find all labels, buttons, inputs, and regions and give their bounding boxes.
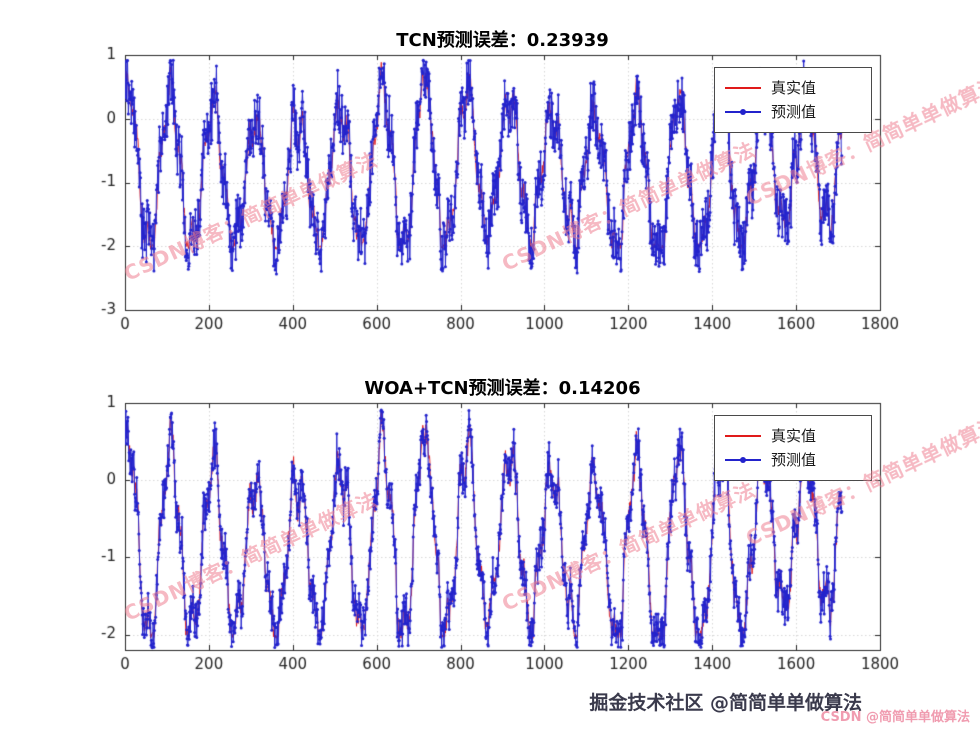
legend-label-pred: 预测值 xyxy=(771,451,817,469)
legend-top-chart: 真实值 预测值 xyxy=(714,67,872,133)
chart-title-woa-tcn: WOA+TCN预测误差：0.14206 xyxy=(364,378,641,399)
pred-marker-dot xyxy=(740,457,746,463)
pred-marker-dot xyxy=(740,109,746,115)
legend-label-pred: 预测值 xyxy=(771,103,817,121)
legend-entry-true: 真实值 xyxy=(725,424,861,448)
legend-label-true: 真实值 xyxy=(771,427,817,445)
legend-entry-pred: 预测值 xyxy=(725,448,861,472)
chart-title-tcn: TCN预测误差：0.23939 xyxy=(396,30,609,51)
legend-entry-true: 真实值 xyxy=(725,76,861,100)
true-value-line-sample xyxy=(725,87,761,89)
pred-value-line-sample xyxy=(725,457,761,463)
legend-bottom-chart: 真实值 预测值 xyxy=(714,415,872,481)
legend-label-true: 真实值 xyxy=(771,79,817,97)
pred-value-line-sample xyxy=(725,109,761,115)
true-value-line-sample xyxy=(725,435,761,437)
juejin-attribution: 掘金技术社区 @简简单单做算法 xyxy=(589,692,862,714)
legend-entry-pred: 预测值 xyxy=(725,100,861,124)
csdn-watermark-bottom: CSDN @简简单单做算法 xyxy=(820,710,970,725)
